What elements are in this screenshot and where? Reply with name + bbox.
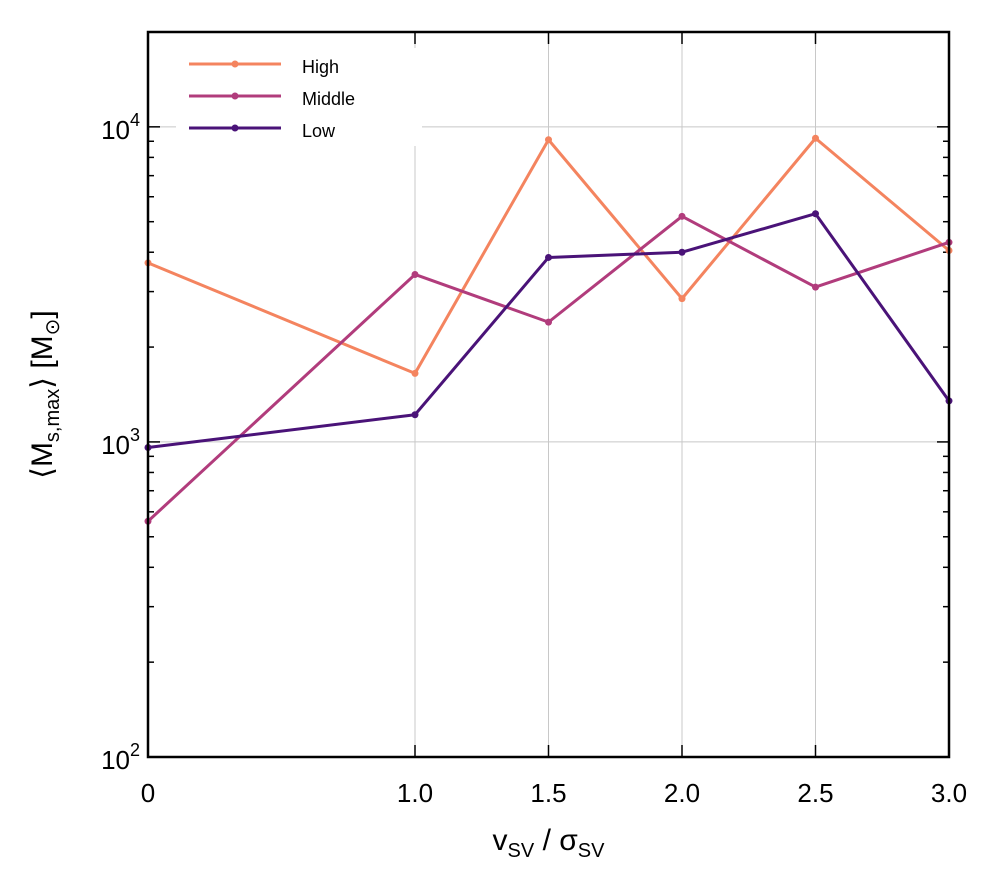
x-tick-label: 1.5 bbox=[530, 778, 566, 808]
x-axis-label: vSV / σSV bbox=[493, 824, 606, 862]
data-point-middle bbox=[812, 283, 819, 291]
series-line-middle bbox=[146, 214, 950, 523]
y-axis-label: ⟨Ms,max⟩ [M⊙] bbox=[26, 310, 64, 479]
series-line-high bbox=[147, 136, 950, 375]
data-point-low bbox=[411, 411, 419, 419]
legend-label-high: High bbox=[302, 57, 339, 77]
data-point-middle bbox=[678, 212, 686, 220]
data-point-middle bbox=[411, 270, 419, 278]
y-tick-label: 104 bbox=[101, 110, 140, 145]
data-point-high bbox=[678, 295, 686, 303]
legend-marker-middle bbox=[231, 92, 239, 100]
x-tick-label: 3.0 bbox=[931, 778, 967, 808]
x-tick-label: 1.0 bbox=[397, 778, 433, 808]
data-point-middle bbox=[545, 318, 552, 326]
x-tick-label: 2.5 bbox=[797, 778, 833, 808]
x-tick-labels: 0 1.0 1.5 2.0 2.5 3.0 bbox=[141, 778, 967, 808]
data-point-low bbox=[812, 210, 819, 218]
legend: High Middle Low bbox=[189, 57, 355, 141]
series-layer bbox=[144, 134, 953, 525]
legend-label-middle: Middle bbox=[302, 89, 355, 109]
data-point-low bbox=[545, 253, 552, 261]
x-tick-label: 0 bbox=[141, 778, 155, 808]
data-point-high bbox=[411, 369, 419, 377]
y-tick-labels: 102 103 104 bbox=[101, 110, 140, 775]
legend-label-low: Low bbox=[302, 121, 336, 141]
legend-marker-low bbox=[231, 124, 239, 132]
data-point-high bbox=[812, 134, 819, 142]
data-point-low bbox=[678, 248, 686, 256]
plot-frame bbox=[146, 30, 951, 759]
data-point-high bbox=[545, 136, 552, 144]
y-tick-label: 102 bbox=[101, 740, 140, 775]
x-tick-label: 2.0 bbox=[664, 778, 700, 808]
series-line-low bbox=[147, 212, 951, 449]
y-axis-label-group: ⟨Ms,max⟩ [M⊙] bbox=[26, 310, 64, 479]
y-tick-label: 103 bbox=[101, 425, 140, 460]
legend-marker-high bbox=[231, 60, 239, 68]
